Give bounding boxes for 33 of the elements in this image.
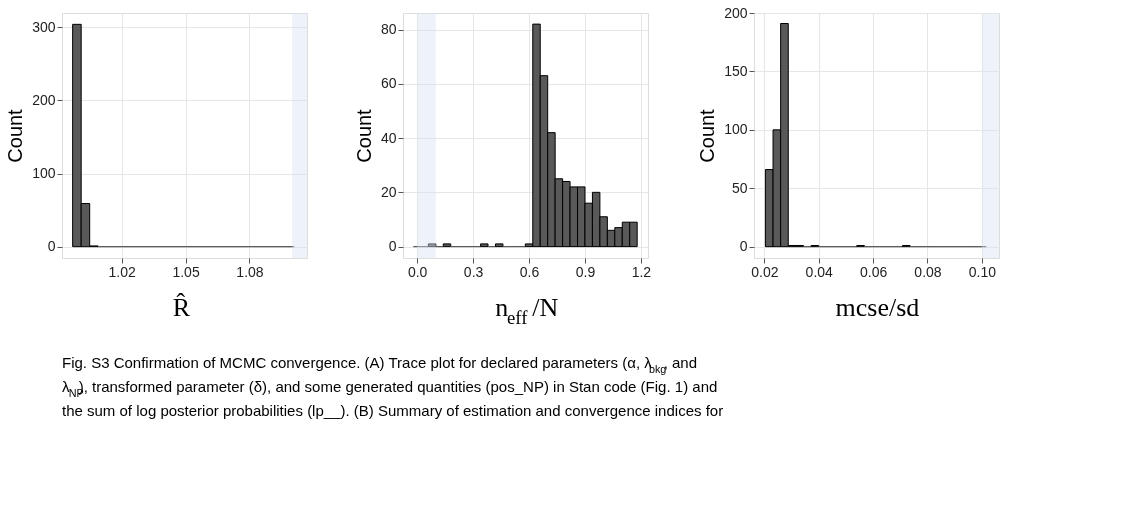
- x-axis-title: R̂: [172, 292, 191, 322]
- x-tick-label: 0.02: [751, 263, 779, 280]
- y-tick-label: 200: [32, 91, 56, 108]
- y-tick-label: 20: [380, 183, 397, 200]
- y-tick-label: 0: [47, 238, 56, 255]
- y-tick-label: 80: [380, 21, 397, 38]
- y-axis-title: Count: [4, 108, 27, 163]
- y-tick-label: 0: [739, 238, 748, 255]
- y-tick-label: 200: [724, 4, 748, 21]
- y-tick-label: 0: [388, 238, 397, 255]
- x-tick-label: 0.06: [859, 263, 888, 280]
- y-axis-title: Count: [352, 108, 375, 163]
- x-tick-label: 1.02: [108, 263, 136, 280]
- x-tick-label: 1.05: [172, 263, 200, 280]
- y-axis-title: Count: [696, 108, 719, 163]
- text: the sum of log posterior probabilities (lp__). (B) Summary of estimation and convergence indices for: [62, 402, 724, 419]
- y-tick-label: 300: [32, 18, 56, 35]
- y-tick-label: 100: [724, 121, 748, 138]
- x-axis-title: mcse/sd: [835, 293, 920, 322]
- x-tick-label: 0.0: [407, 263, 428, 280]
- y-tick-label: 50: [731, 179, 748, 196]
- y-tick-label: 150: [724, 62, 748, 79]
- y-tick-label: 60: [380, 75, 397, 92]
- x-tick-label: 0.10: [968, 263, 997, 280]
- x-tick-label: 0.6: [519, 263, 540, 280]
- x-tick-label: 0.08: [914, 263, 942, 280]
- x-tick-label: 1.2: [631, 263, 652, 280]
- x-tick-label: 0.9: [575, 263, 596, 280]
- x-tick-label: 1.08: [236, 263, 264, 280]
- y-tick-label: 100: [32, 165, 56, 182]
- x-tick-label: 0.04: [805, 263, 834, 280]
- x-tick-label: 0.3: [463, 263, 484, 280]
- y-tick-label: 40: [380, 129, 397, 146]
